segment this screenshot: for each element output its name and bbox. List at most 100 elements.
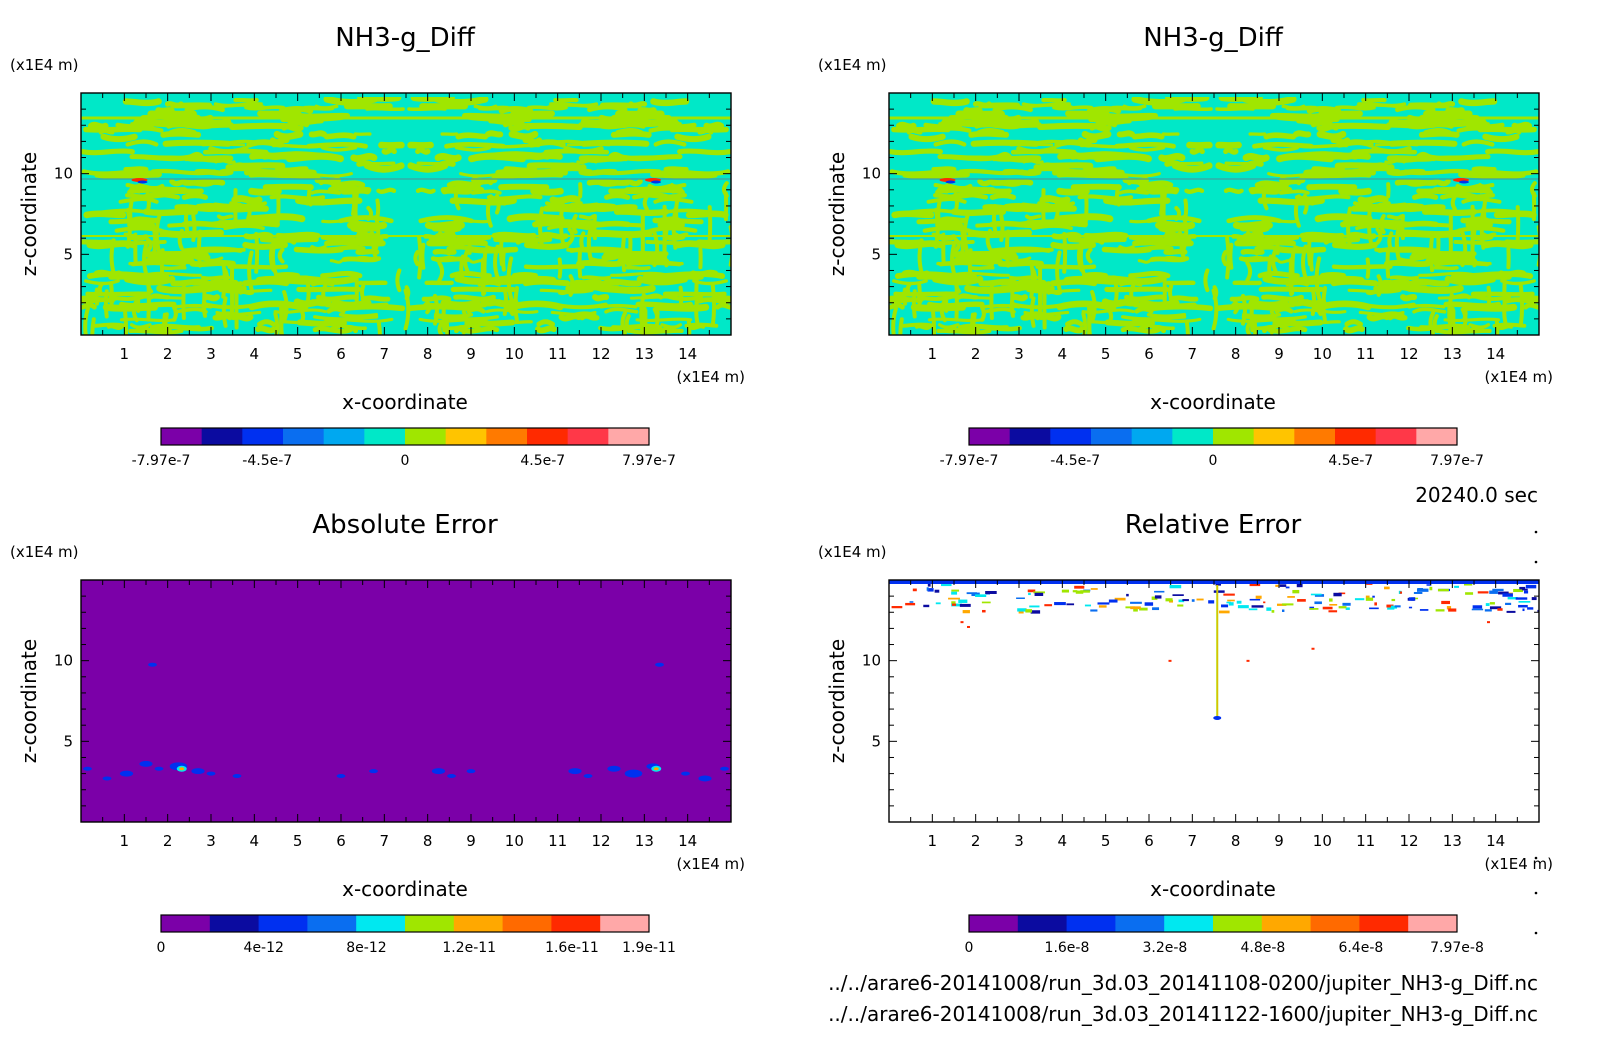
panel-4-x-tick-label: 2: [971, 832, 981, 850]
panel-2-colorbar-label: -4.5e-7: [1050, 453, 1100, 469]
panel-1-colorbar-swatch: [445, 428, 487, 445]
panel-1-colorbar-swatch: [364, 428, 406, 445]
panel-2-colorbar-label: 4.5e-7: [1328, 453, 1373, 469]
panel-2-x-tick-label: 3: [1014, 345, 1024, 363]
panel-2-x-axis-label: x-coordinate: [1150, 390, 1276, 414]
panel-1: NH3-g_Diff(x1E4 m)1 2 3 4 5 6 7 8 9 10 11 12 13 14510…: [10, 23, 745, 469]
panel-4-colorbar-swatch: [1359, 915, 1409, 932]
panel-3-y-axis-label: z-coordinate: [17, 639, 41, 763]
panel-1-colorbar-swatch: [486, 428, 528, 445]
panel-3-title: Absolute Error: [312, 510, 498, 540]
panel-3-colorbar: 0 4e-12 8e-12 1.2e-11 1.6e-11 1.9e-11: [157, 914, 676, 956]
panel-1-x-tick-label: 6: [336, 345, 346, 363]
panel-1-colorbar-swatch: [201, 428, 243, 445]
panel-2-x-tick-label: 1: [928, 345, 938, 363]
panel-4-colorbar-swatch: [1408, 915, 1458, 932]
panel-4-colorbar-swatch: [1066, 915, 1116, 932]
panel-1-x-tick-label: 1: [120, 345, 130, 363]
panel-2-colorbar-label: 0: [1209, 453, 1218, 469]
panel-1-colorbar-label: 0: [401, 453, 410, 469]
panel-2-colorbar-swatch: [1172, 428, 1214, 445]
panel-2-title: NH3-g_Diff: [1143, 23, 1284, 53]
panel-2-colorbar-swatch: [1213, 428, 1255, 445]
panel-4-colorbar-label: 1.6e-8: [1045, 940, 1090, 956]
panel-3-x-tick-label: 5: [293, 832, 303, 850]
panel-4-y-unit: (x1E4 m): [818, 543, 887, 561]
panel-2-x-tick-label: 2: [971, 345, 981, 363]
panel-4-y-tick-label: 5: [871, 732, 881, 750]
panel-2-x-unit: (x1E4 m): [1484, 368, 1553, 386]
panel-3-colorbar-swatch: [161, 915, 211, 932]
panel-2-x-tick-label: 5: [1101, 345, 1111, 363]
panel-1-title: NH3-g_Diff: [335, 23, 476, 53]
panel-4-x-axis-label: x-coordinate: [1150, 877, 1276, 901]
panel-2-x-tick-label: 9: [1274, 345, 1284, 363]
panel-1-colorbar-label: -7.97e-7: [132, 453, 191, 469]
panel-3-x-tick-label: 8: [423, 832, 433, 850]
panel-1-x-tick-label: 2: [163, 345, 173, 363]
panel-2-colorbar-swatch: [1416, 428, 1458, 445]
panel-4-colorbar-label: 7.97e-8: [1430, 940, 1484, 956]
panel-4-colorbar-swatch: [1310, 915, 1360, 932]
margin-dots: [1534, 530, 1538, 935]
panel-1-heatmap: [81, 93, 731, 335]
panel-3-colorbar-label: 1.9e-11: [622, 940, 676, 956]
panel-3-heatmap: [81, 580, 731, 822]
time-label: 20240.0 sec: [1415, 483, 1538, 507]
panel-1-x-tick-label: 13: [635, 345, 654, 363]
panel-3-colorbar-label: 4e-12: [244, 940, 284, 956]
panel-1-colorbar-swatch: [527, 428, 569, 445]
panel-3-colorbar-label: 1.2e-11: [442, 940, 496, 956]
panel-2-colorbar-swatch: [1253, 428, 1295, 445]
panel-1-x-tick-label: 14: [678, 345, 697, 363]
panel-4-y-axis-label: z-coordinate: [825, 639, 849, 763]
panel-4-x-tick-label: 11: [1356, 832, 1375, 850]
panel-1-y-tick-label: 5: [63, 245, 73, 263]
panel-2-colorbar-swatch: [1131, 428, 1173, 445]
panel-4-colorbar-swatch: [969, 915, 1019, 932]
panel-1-x-tick-label: 12: [591, 345, 610, 363]
panel-1-y-axis-label: z-coordinate: [17, 152, 41, 276]
panel-4-colorbar-swatch: [1115, 915, 1165, 932]
panel-1-colorbar-label: 7.97e-7: [622, 453, 676, 469]
panel-4: Relative Error(x1E4 m)1 2 3 4 5 6 7 8 9 10 11 12 13 1…: [818, 510, 1553, 956]
panel-4-colorbar-swatch: [1017, 915, 1068, 932]
panel-1-colorbar-swatch: [567, 428, 609, 445]
panel-1-colorbar-swatch: [242, 428, 284, 445]
panel-4-x-tick-label: 4: [1058, 832, 1068, 850]
panel-4-x-tick-label: 1: [928, 832, 938, 850]
panel-3: Absolute Error(x1E4 m)1 2 3 4 5 6 7 8 9 10 11 12 13 1…: [10, 510, 745, 956]
panel-2-x-tick-label: 12: [1399, 345, 1418, 363]
panel-2-x-tick-label: 6: [1144, 345, 1154, 363]
panel-2-x-tick-label: 14: [1486, 345, 1505, 363]
panel-3-y-tick-label: 5: [63, 732, 73, 750]
panel-4-colorbar-swatch: [1164, 915, 1214, 932]
panel-3-colorbar-swatch: [502, 915, 552, 932]
panel-4-colorbar-swatch: [1261, 915, 1312, 932]
panel-1-x-tick-label: 8: [423, 345, 433, 363]
panel-3-colorbar-swatch: [453, 915, 504, 932]
panel-4-colorbar-label: 3.2e-8: [1143, 940, 1188, 956]
panel-3-x-tick-label: 11: [548, 832, 567, 850]
panel-3-colorbar-swatch: [551, 915, 601, 932]
panel-2-y-tick-label: 5: [871, 245, 881, 263]
panel-4-x-unit: (x1E4 m): [1484, 855, 1553, 873]
panel-4-x-tick-label: 3: [1014, 832, 1024, 850]
panel-2-colorbar-swatch: [1294, 428, 1336, 445]
panel-3-colorbar-swatch: [307, 915, 357, 932]
panel-2-colorbar: -7.97e-7 -4.5e-7 0 4.5e-7 7.97e-7: [940, 427, 1484, 469]
panel-4-colorbar-swatch: [1213, 915, 1263, 932]
panel-1-x-tick-label: 10: [505, 345, 524, 363]
panel-3-x-unit: (x1E4 m): [676, 855, 745, 873]
panel-2-x-tick-label: 4: [1058, 345, 1068, 363]
panel-4-x-tick-label: 6: [1144, 832, 1154, 850]
panel-2-colorbar-label: -7.97e-7: [940, 453, 999, 469]
panel-2-y-unit: (x1E4 m): [818, 56, 887, 74]
panel-1-y-tick-label: 10: [54, 165, 73, 183]
panel-3-x-tick-label: 3: [206, 832, 216, 850]
panel-4-y-tick-label: 10: [862, 652, 881, 670]
panel-2-colorbar-swatch: [969, 428, 1011, 445]
panel-3-x-tick-label: 12: [591, 832, 610, 850]
panel-3-colorbar-swatch: [258, 915, 308, 932]
